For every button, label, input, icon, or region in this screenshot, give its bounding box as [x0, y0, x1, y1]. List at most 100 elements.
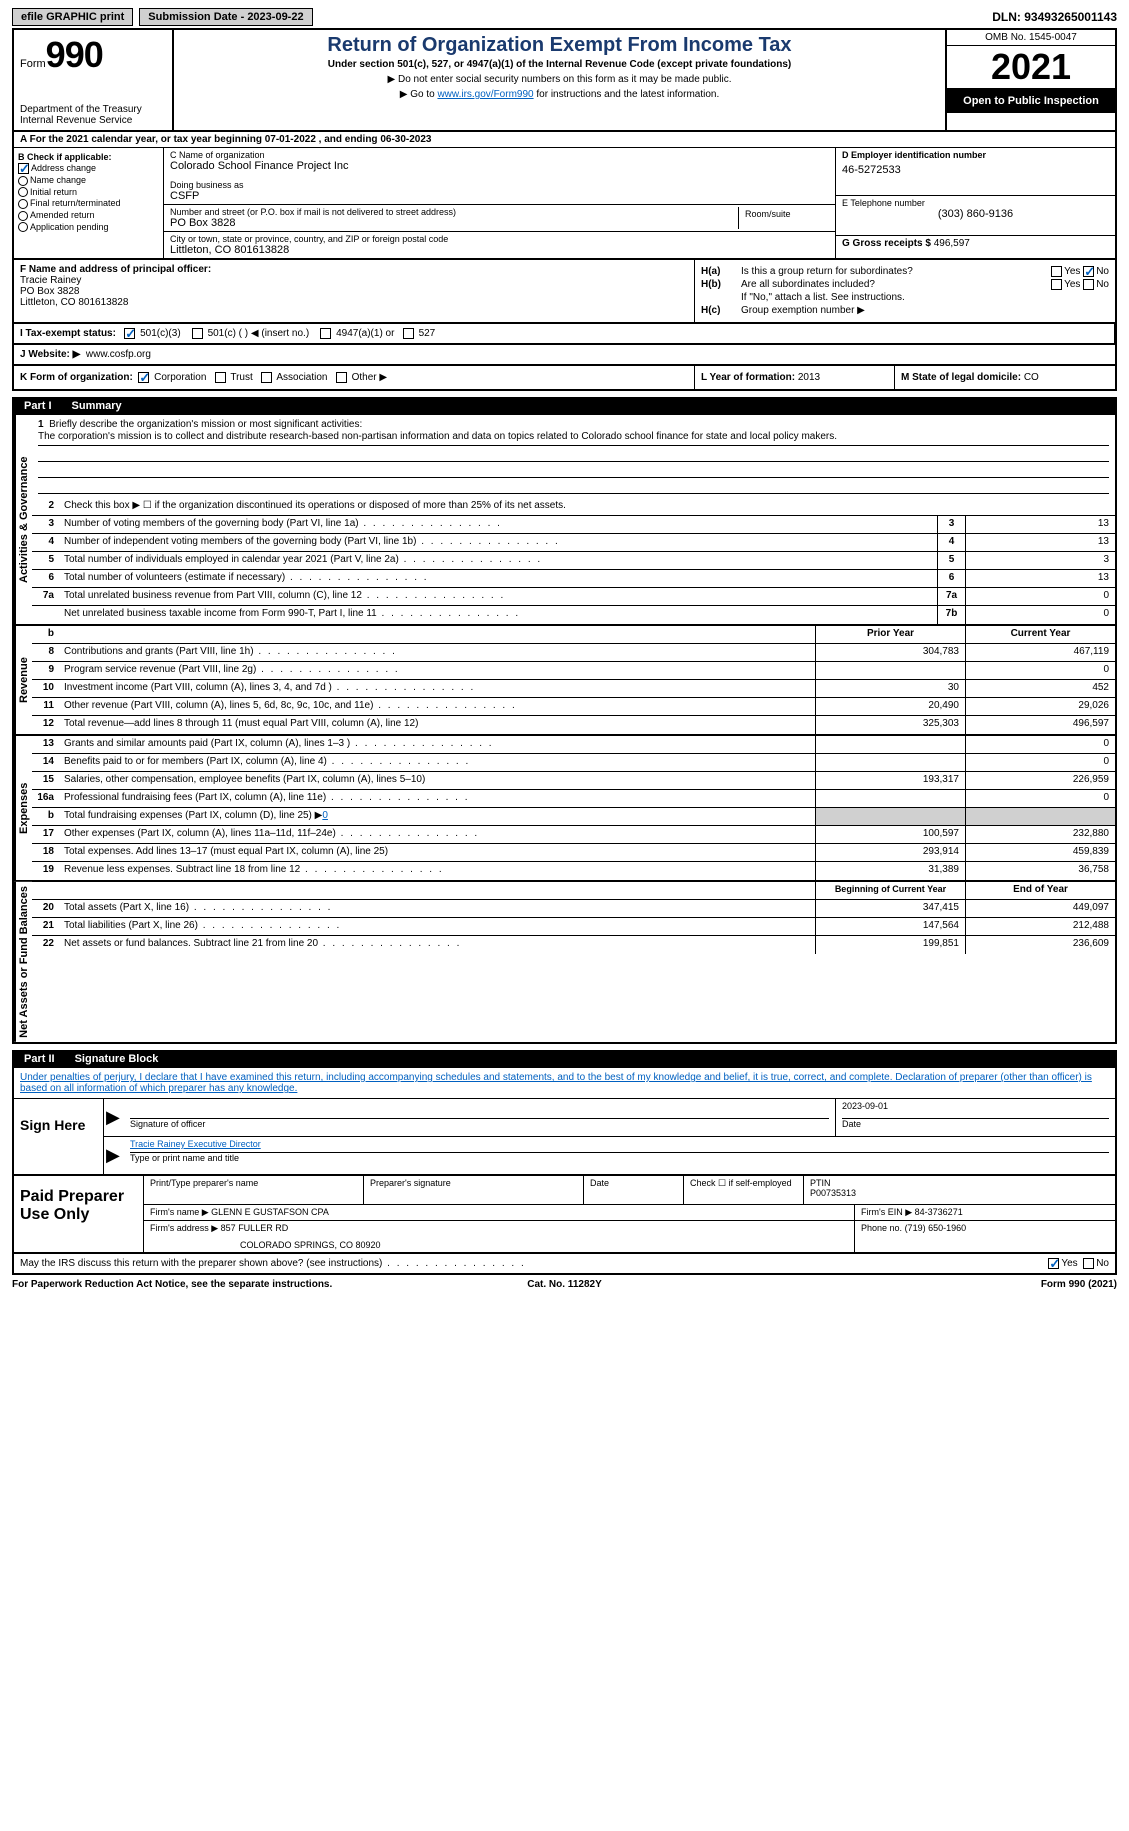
- other-checkbox[interactable]: [336, 372, 347, 383]
- footer-mid: Cat. No. 11282Y: [380, 1279, 748, 1290]
- address-change-checkbox[interactable]: [18, 163, 29, 174]
- submission-date-button[interactable]: Submission Date - 2023-09-22: [139, 8, 312, 26]
- row-a-tax-year: A For the 2021 calendar year, or tax yea…: [12, 132, 1117, 148]
- side-expenses: Expenses: [14, 736, 32, 880]
- line17-curr: 232,880: [965, 826, 1115, 843]
- application-pending-checkbox[interactable]: [18, 222, 28, 232]
- beg-year-hdr: Beginning of Current Year: [815, 882, 965, 899]
- prep-firm-name: Firm's name ▶ GLENN E GUSTAFSON CPA: [144, 1205, 855, 1220]
- sig-officer-cell: Signature of officer: [124, 1099, 835, 1136]
- dept-treasury: Department of the Treasury: [20, 104, 166, 115]
- ha-yes-checkbox[interactable]: [1051, 266, 1062, 277]
- line12-text: Total revenue—add lines 8 through 11 (mu…: [60, 716, 815, 734]
- form-word: Form: [20, 58, 46, 70]
- 501c-checkbox[interactable]: [192, 328, 203, 339]
- form-subtitle: Under section 501(c), 527, or 4947(a)(1)…: [180, 59, 939, 70]
- line16b-text: Total fundraising expenses (Part IX, col…: [60, 808, 815, 825]
- final-return-checkbox[interactable]: [18, 199, 28, 209]
- sig-intro: Under penalties of perjury, I declare th…: [12, 1068, 1117, 1098]
- trust-checkbox[interactable]: [215, 372, 226, 383]
- line5-text: Total number of individuals employed in …: [60, 552, 937, 569]
- form-title: Return of Organization Exempt From Incom…: [180, 34, 939, 57]
- prep-firm-address: Firm's address ▶ 857 FULLER RD COLORADO …: [144, 1221, 855, 1252]
- prep-signature: Preparer's signature: [364, 1176, 584, 1204]
- line17-text: Other expenses (Part IX, column (A), lin…: [60, 826, 815, 843]
- initial-return-checkbox[interactable]: [18, 187, 28, 197]
- corp-checkbox[interactable]: [138, 372, 149, 383]
- line21-prior: 147,564: [815, 918, 965, 935]
- line6-val: 13: [965, 570, 1115, 587]
- line19-curr: 36,758: [965, 862, 1115, 880]
- efile-print-button[interactable]: efile GRAPHIC print: [12, 8, 133, 26]
- amended-return-checkbox[interactable]: [18, 211, 28, 221]
- line22-curr: 236,609: [965, 936, 1115, 954]
- tel-cell: E Telephone number (303) 860-9136: [836, 196, 1115, 236]
- line15-curr: 226,959: [965, 772, 1115, 789]
- part1-header: Part I Summary: [12, 397, 1117, 415]
- line11-text: Other revenue (Part VIII, column (A), li…: [60, 698, 815, 715]
- line19-prior: 31,389: [815, 862, 965, 880]
- ein-cell: D Employer identification number 46-5272…: [836, 148, 1115, 196]
- line11-curr: 29,026: [965, 698, 1115, 715]
- line8-prior: 304,783: [815, 644, 965, 661]
- line10-prior: 30: [815, 680, 965, 697]
- line21-curr: 212,488: [965, 918, 1115, 935]
- ha-no-checkbox[interactable]: [1083, 266, 1094, 277]
- side-revenue: Revenue: [14, 626, 32, 734]
- discuss-no-checkbox[interactable]: [1083, 1258, 1094, 1269]
- prep-self-employed: Check ☐ if self-employed: [684, 1176, 804, 1204]
- footer-left: For Paperwork Reduction Act Notice, see …: [12, 1279, 380, 1290]
- side-net-assets: Net Assets or Fund Balances: [14, 882, 32, 1042]
- footer-right: Form 990 (2021): [749, 1279, 1117, 1290]
- line9-curr: 0: [965, 662, 1115, 679]
- col-b-checkboxes: B Check if applicable: Address change Na…: [14, 148, 164, 258]
- row-f-officer: F Name and address of principal officer:…: [14, 260, 695, 322]
- 501c3-checkbox[interactable]: [124, 328, 135, 339]
- end-year-hdr: End of Year: [965, 882, 1115, 899]
- line3-val: 13: [965, 516, 1115, 533]
- current-year-hdr: Current Year: [965, 626, 1115, 643]
- line21-text: Total liabilities (Part X, line 26): [60, 918, 815, 935]
- line10-text: Investment income (Part VIII, column (A)…: [60, 680, 815, 697]
- prior-year-hdr: Prior Year: [815, 626, 965, 643]
- sig-arrow2-icon: ▶: [104, 1137, 124, 1174]
- line16a-curr: 0: [965, 790, 1115, 807]
- line20-prior: 347,415: [815, 900, 965, 917]
- assoc-checkbox[interactable]: [261, 372, 272, 383]
- dln-text: DLN: 93493265001143: [992, 10, 1117, 24]
- prep-ptin: PTINP00735313: [804, 1176, 1115, 1204]
- name-change-checkbox[interactable]: [18, 176, 28, 186]
- 4947-checkbox[interactable]: [320, 328, 331, 339]
- prep-date: Date: [584, 1176, 684, 1204]
- line13-text: Grants and similar amounts paid (Part IX…: [60, 736, 815, 753]
- irs-text: Internal Revenue Service: [20, 115, 166, 126]
- line11-prior: 20,490: [815, 698, 965, 715]
- hb-yes-checkbox[interactable]: [1051, 279, 1062, 290]
- line9-text: Program service revenue (Part VIII, line…: [60, 662, 815, 679]
- line10-curr: 452: [965, 680, 1115, 697]
- line17-prior: 100,597: [815, 826, 965, 843]
- org-name-cell: C Name of organization Colorado School F…: [164, 148, 835, 205]
- 527-checkbox[interactable]: [403, 328, 414, 339]
- line18-curr: 459,839: [965, 844, 1115, 861]
- irs-link[interactable]: www.irs.gov/Form990: [437, 89, 533, 100]
- row-l-year: L Year of formation: 2013: [695, 366, 895, 389]
- line6-text: Total number of volunteers (estimate if …: [60, 570, 937, 587]
- side-activities-governance: Activities & Governance: [14, 415, 32, 624]
- line14-curr: 0: [965, 754, 1115, 771]
- gross-cell: G Gross receipts $ 496,597: [836, 236, 1115, 251]
- row-k-form-org: K Form of organization: Corporation Trus…: [14, 366, 695, 389]
- tax-year: 2021: [947, 46, 1115, 89]
- city-cell: City or town, state or province, country…: [164, 232, 835, 258]
- line2-text: Check this box ▶ ☐ if the organization d…: [60, 498, 1115, 515]
- row-i-tax-status: I Tax-exempt status: 501(c)(3) 501(c) ( …: [14, 324, 1115, 343]
- header-mid: Return of Organization Exempt From Incom…: [174, 30, 945, 130]
- header-right: OMB No. 1545-0047 2021 Open to Public In…: [945, 30, 1115, 130]
- sig-date-cell: 2023-09-01 Date: [835, 1099, 1115, 1136]
- sig-arrow-icon: ▶: [104, 1099, 124, 1136]
- discuss-yes-checkbox[interactable]: [1048, 1258, 1059, 1269]
- hb-no-checkbox[interactable]: [1083, 279, 1094, 290]
- line13-prior: [815, 736, 965, 753]
- header-left: Form990 Department of the Treasury Inter…: [14, 30, 174, 130]
- line20-text: Total assets (Part X, line 16): [60, 900, 815, 917]
